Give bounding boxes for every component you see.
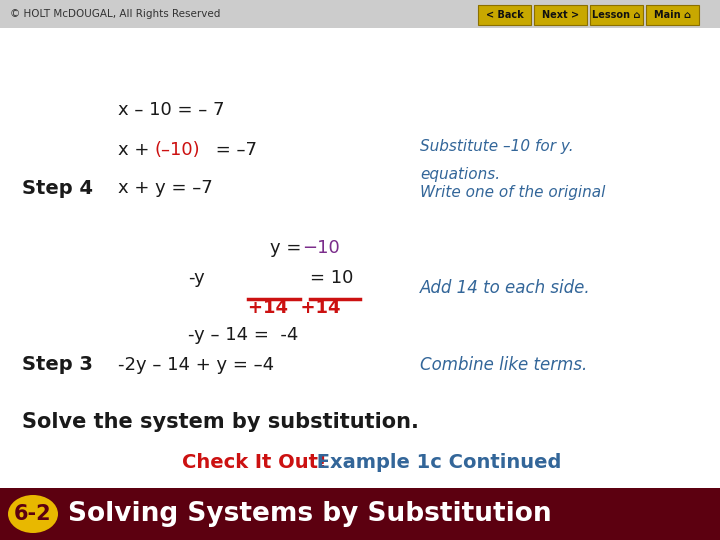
Text: Substitute –10 for y.: Substitute –10 for y.	[420, 139, 574, 154]
Text: equations.: equations.	[420, 166, 500, 181]
Text: Step 3: Step 3	[22, 355, 93, 375]
Text: −10: −10	[302, 239, 340, 257]
Text: x +: x +	[118, 141, 155, 159]
Text: -y – 14 =  -4: -y – 14 = -4	[188, 326, 298, 344]
Text: y =: y =	[270, 239, 307, 257]
Bar	[0, 0, 720, 28]
Text: Add 14 to each side.: Add 14 to each side.	[420, 279, 590, 297]
Text: Step 4: Step 4	[22, 179, 93, 198]
Text: = –7: = –7	[210, 141, 257, 159]
Bar	[534, 5, 587, 25]
Text: +14  +14: +14 +14	[248, 299, 341, 317]
Text: x – 10 = – 7: x – 10 = – 7	[118, 101, 225, 119]
Text: Check It Out!: Check It Out!	[182, 453, 327, 471]
Bar	[590, 5, 643, 25]
Text: Solve the system by substitution.: Solve the system by substitution.	[22, 412, 419, 432]
Text: Next >: Next >	[542, 10, 579, 20]
Bar	[0, 488, 720, 540]
Bar	[478, 5, 531, 25]
Ellipse shape	[8, 495, 58, 533]
Bar	[478, 5, 531, 25]
Text: (–10): (–10)	[155, 141, 201, 159]
Text: 6-2: 6-2	[14, 504, 52, 524]
Bar	[646, 5, 699, 25]
Text: Combine like terms.: Combine like terms.	[420, 356, 588, 374]
Text: Write one of the original: Write one of the original	[420, 186, 606, 200]
Bar	[646, 5, 699, 25]
Text: -y: -y	[188, 269, 204, 287]
Text: < Back: < Back	[485, 10, 523, 20]
Text: = 10: = 10	[310, 269, 354, 287]
Text: x + y = –7: x + y = –7	[118, 179, 212, 197]
Text: Solving Systems by Substitution: Solving Systems by Substitution	[68, 501, 552, 527]
Text: Example 1c Continued: Example 1c Continued	[310, 453, 562, 471]
Text: © HOLT McDOUGAL, All Rights Reserved: © HOLT McDOUGAL, All Rights Reserved	[10, 9, 220, 19]
Text: Main ⌂: Main ⌂	[654, 10, 691, 20]
Bar	[590, 5, 643, 25]
Bar	[534, 5, 587, 25]
Text: -2y – 14 + y = –4: -2y – 14 + y = –4	[118, 356, 274, 374]
Text: Lesson ⌂: Lesson ⌂	[593, 10, 641, 20]
